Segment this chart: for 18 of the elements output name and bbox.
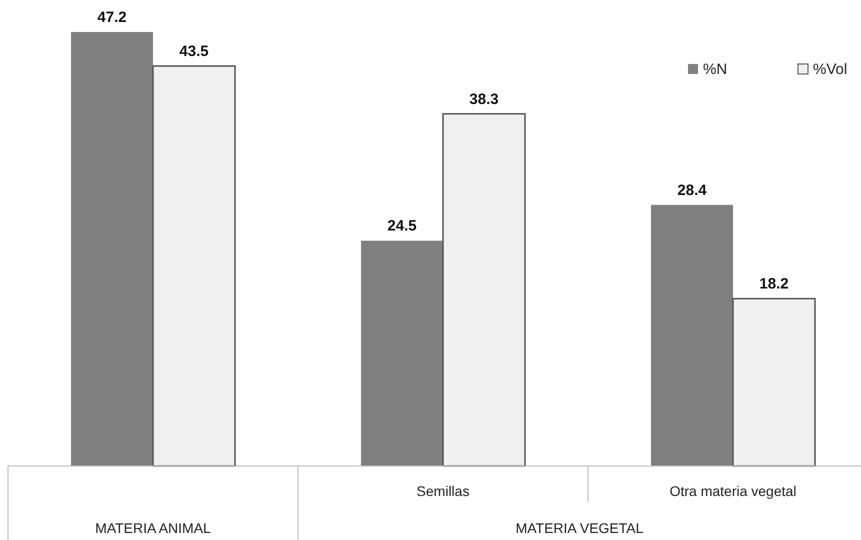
data-label: 28.4 bbox=[677, 182, 708, 199]
data-label: 43.5 bbox=[179, 43, 209, 60]
x-tick-label: Otra materia vegetal bbox=[670, 483, 796, 499]
data-label: 24.5 bbox=[387, 218, 417, 235]
bar bbox=[442, 113, 526, 467]
text: MATERIA ANIMAL bbox=[95, 520, 212, 536]
data-label: 18.2 bbox=[759, 276, 789, 293]
bar bbox=[152, 65, 236, 467]
bar bbox=[361, 240, 443, 466]
data-label: 38.3 bbox=[469, 90, 499, 108]
x-tick-label: Semillas bbox=[416, 483, 470, 499]
legend-label: %Vol bbox=[813, 61, 848, 78]
bar bbox=[732, 298, 816, 467]
bar bbox=[651, 204, 733, 466]
bar bbox=[71, 32, 153, 466]
data-label: 47.2 bbox=[97, 9, 127, 26]
text: MATERIA VEGETAL bbox=[516, 520, 644, 536]
legend-label: %N bbox=[703, 61, 728, 78]
